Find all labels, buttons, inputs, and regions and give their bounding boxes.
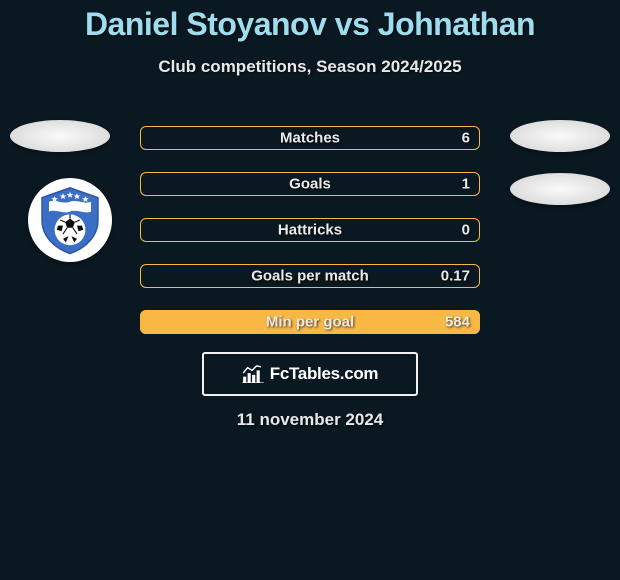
stat-label: Matches: [280, 130, 340, 147]
date-text: 11 november 2024: [237, 410, 383, 430]
player-b-chip-1: [510, 120, 610, 152]
stat-label: Goals: [289, 176, 331, 193]
shield-icon: [35, 185, 105, 255]
page-title: Daniel Stoyanov vs Johnathan: [0, 6, 620, 43]
stat-value-right: 0: [462, 222, 470, 239]
club-badge-left: [28, 178, 112, 262]
stat-row: Min per goal 584: [140, 310, 480, 334]
player-b-chip-2: [510, 173, 610, 205]
stat-row: Goals 1: [140, 172, 480, 196]
stat-value-right: 584: [445, 314, 470, 331]
stat-row: Hattricks 0: [140, 218, 480, 242]
player-a-chip: [10, 120, 110, 152]
stat-bars: Matches 6 Goals 1 Hattricks 0 Goals per match 0…: [140, 126, 480, 356]
brand-box: FcTables.com: [202, 352, 418, 396]
stat-label: Min per goal: [266, 314, 354, 331]
stat-value-right: 1: [462, 176, 470, 193]
chart-icon: [242, 365, 264, 383]
stat-row: Goals per match 0.17: [140, 264, 480, 288]
stat-value-right: 0.17: [441, 268, 470, 285]
page-subtitle: Club competitions, Season 2024/2025: [0, 57, 620, 77]
stat-label: Goals per match: [251, 268, 369, 285]
stat-value-right: 6: [462, 130, 470, 147]
brand-text: FcTables.com: [270, 364, 379, 384]
stat-row: Matches 6: [140, 126, 480, 150]
stat-label: Hattricks: [278, 222, 342, 239]
